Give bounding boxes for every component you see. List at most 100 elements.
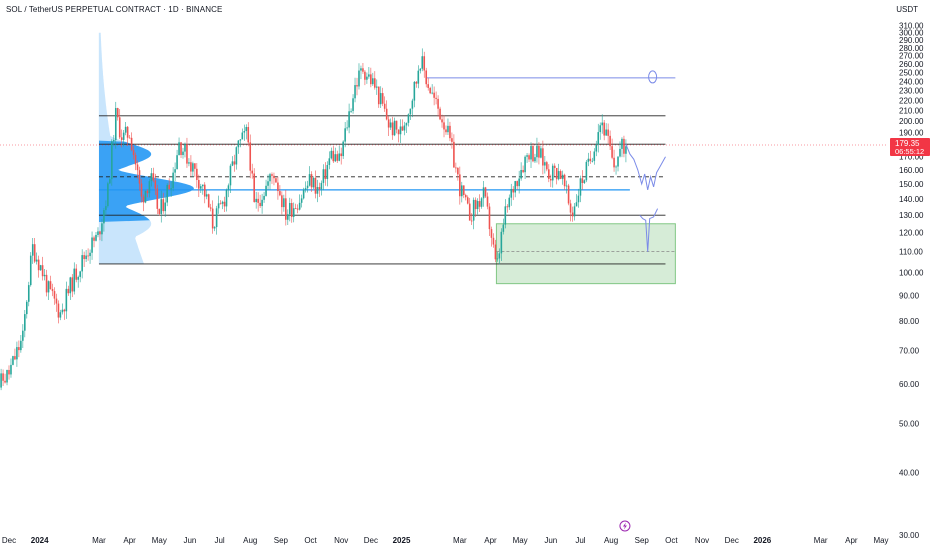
candle-body (79, 271, 81, 277)
candle-body (213, 227, 216, 229)
x-tick-label: Jul (575, 536, 585, 545)
candle-body (526, 155, 528, 157)
x-tick-label: Aug (604, 536, 618, 545)
candle-body (45, 274, 48, 293)
candle-body (381, 93, 384, 104)
x-tick-label: Jul (214, 536, 224, 545)
candle-body (215, 208, 218, 228)
x-tick-label: Sep (274, 536, 289, 545)
candle-body (605, 129, 607, 136)
candle-body (103, 210, 105, 224)
candle-body (22, 330, 24, 341)
candle-body (265, 185, 267, 196)
candle-body (259, 202, 261, 207)
x-tick-label: Sep (635, 536, 650, 545)
candle-body (298, 202, 301, 210)
candle-body (486, 196, 489, 207)
candle-body (132, 150, 135, 156)
candle-body (77, 276, 80, 280)
candle-body (209, 207, 212, 209)
candle-body (372, 78, 374, 85)
y-tick-label: 100.00 (899, 268, 924, 277)
candle-body (217, 203, 220, 209)
candle-body (567, 185, 570, 204)
candle-body (120, 137, 123, 140)
y-tick-label: 240.00 (899, 77, 924, 86)
projection-path-secondary[interactable] (639, 208, 659, 252)
candle-body (593, 151, 596, 161)
candle-body (439, 108, 441, 120)
candle-body (407, 114, 410, 123)
candle-body (348, 111, 350, 128)
candle-body (235, 147, 238, 165)
candle-body (300, 198, 303, 203)
demand-zone[interactable] (495, 223, 676, 285)
candle-body (532, 146, 534, 162)
x-tick-label: Apr (123, 536, 136, 545)
candle-body (405, 122, 408, 126)
candle-body (12, 356, 14, 365)
candle-body (370, 74, 372, 85)
candle-body (621, 138, 623, 149)
candle-body (101, 223, 103, 235)
y-tick-label: 290.00 (899, 36, 924, 45)
x-tick-label: May (873, 536, 888, 545)
candle-body (553, 165, 556, 168)
candle-body (557, 171, 560, 180)
candle-body (324, 169, 327, 180)
candle-body (342, 141, 344, 157)
candle-body (431, 92, 433, 94)
candle-body (569, 203, 572, 213)
y-tick-label: 60.00 (899, 380, 920, 389)
candle-body (391, 122, 394, 136)
y-tick-label: 140.00 (899, 195, 924, 204)
candle-body (148, 181, 151, 194)
y-tick-label: 270.00 (899, 52, 924, 61)
candle-body (581, 178, 584, 183)
candle-body (468, 203, 471, 221)
candle-body (111, 141, 113, 180)
candle-body (520, 169, 522, 179)
candle-body (599, 125, 602, 133)
currency-label: USDT (896, 5, 918, 14)
candle-body (470, 220, 473, 222)
candle-body (409, 108, 412, 115)
candle-body (397, 129, 400, 135)
candle-body (93, 237, 95, 241)
candle-body (87, 255, 89, 257)
candle-body (421, 56, 424, 69)
candle-body (16, 347, 18, 360)
candle-body (494, 244, 497, 260)
candle-body (417, 70, 420, 84)
candle-body (43, 274, 46, 277)
candle-body (186, 144, 188, 164)
candle-body (589, 158, 592, 161)
candle-body (346, 127, 348, 129)
candle-body (555, 167, 558, 180)
projection-path[interactable] (625, 144, 666, 191)
candle-body (31, 244, 34, 256)
candle-body (174, 169, 176, 173)
x-tick-label: Jun (183, 536, 196, 545)
candle-body (328, 158, 331, 165)
x-tick-label: May (152, 536, 167, 545)
target-circle[interactable] (648, 70, 658, 84)
candle-body (302, 189, 305, 199)
candle-body (194, 163, 196, 169)
candle-body (200, 186, 202, 189)
candle-body (136, 164, 139, 171)
y-tick-label: 150.00 (899, 180, 924, 189)
candle-body (536, 145, 538, 158)
price-badge (890, 137, 930, 156)
candle-body (623, 138, 625, 154)
candle-body (277, 182, 279, 192)
candle-body (150, 173, 153, 182)
candle-body (281, 195, 283, 208)
candle-body (314, 177, 317, 194)
candle-body (35, 259, 38, 262)
candle-body (27, 285, 30, 302)
candle-body (107, 183, 109, 207)
candle-body (182, 151, 184, 156)
candle-body (196, 168, 198, 180)
